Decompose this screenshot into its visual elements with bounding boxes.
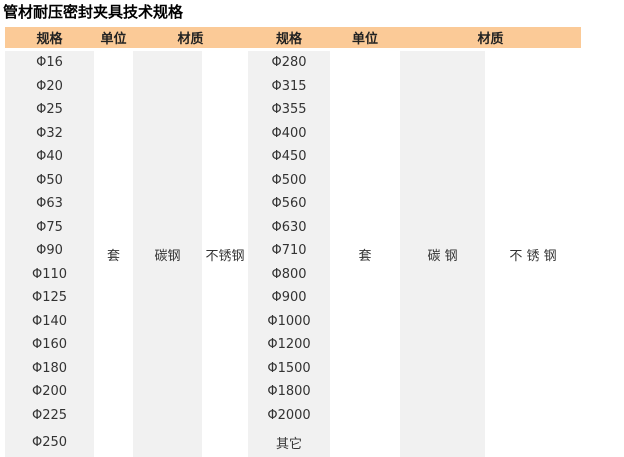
- table-row: Φ40 Φ450: [5, 145, 581, 169]
- header-unit-right: 单位: [330, 27, 401, 51]
- table-row: Φ140 Φ1000: [5, 310, 581, 334]
- table-row: Φ50 Φ500: [5, 169, 581, 193]
- spec-cell: Φ630: [271, 219, 307, 235]
- table-row: Φ90 Φ710: [5, 239, 581, 263]
- page-title: 管材耐压密封夹具技术规格: [3, 3, 184, 21]
- spec-cell: Φ63: [36, 196, 63, 212]
- spec-cell: Φ140: [31, 313, 68, 329]
- material-carbon-cell-left: 碳钢: [154, 248, 181, 264]
- spec-cell: Φ1500: [267, 360, 311, 376]
- spec-cell: Φ1800: [267, 384, 311, 400]
- table-row: Φ200 Φ1800: [5, 380, 581, 404]
- table-row: Φ250 其它: [5, 427, 581, 457]
- spec-cell: Φ90: [36, 243, 63, 259]
- unit-cell-left: 套: [106, 248, 120, 264]
- material-stainless-cell-left: 不锈钢: [205, 248, 245, 264]
- spec-cell: Φ200: [31, 384, 68, 400]
- spec-cell: Φ450: [271, 149, 307, 165]
- spec-cell: Φ1000: [267, 313, 311, 329]
- table-row: Φ160 Φ1200: [5, 333, 581, 357]
- spec-cell: Φ225: [31, 407, 68, 423]
- table-row: Φ16 套 碳钢 不锈钢 Φ280 套 碳 钢 不 锈 钢: [5, 51, 581, 263]
- spec-cell: Φ355: [271, 102, 307, 118]
- spec-cell: Φ250: [31, 434, 68, 450]
- header-spec-left: 规格: [5, 27, 94, 51]
- table-row: Φ75 Φ630: [5, 216, 581, 240]
- header-unit-left: 单位: [94, 27, 133, 51]
- spec-cell: Φ400: [271, 125, 307, 141]
- header-material-right: 材质: [400, 27, 582, 51]
- spec-cell: Φ710: [271, 243, 307, 259]
- spec-cell: Φ20: [36, 78, 63, 94]
- spec-cell: Φ110: [31, 266, 68, 282]
- table-row: Φ20 Φ315: [5, 75, 581, 99]
- spec-cell: Φ900: [271, 290, 307, 306]
- unit-cell-right: 套: [358, 248, 372, 264]
- spec-cell: Φ180: [31, 360, 68, 376]
- table-row: Φ32 Φ400: [5, 122, 581, 146]
- spec-cell: Φ40: [36, 149, 63, 165]
- spec-cell: Φ800: [271, 266, 307, 282]
- spec-cell: Φ25: [36, 102, 63, 118]
- table-row: Φ225 Φ2000: [5, 404, 581, 428]
- table-row: Φ125 Φ900: [5, 286, 581, 310]
- table-row: Φ25 Φ355: [5, 98, 581, 122]
- spec-cell: 其它: [276, 436, 303, 452]
- spec-table: 规格 单位 材质 规格 单位 材质 Φ16 套 碳钢 不锈钢 Φ280 套 碳 …: [5, 27, 582, 457]
- spec-cell: Φ280: [271, 55, 307, 71]
- header-spec-right: 规格: [248, 27, 331, 51]
- spec-cell: Φ160: [31, 337, 68, 353]
- spec-cell: Φ50: [36, 172, 63, 188]
- spec-cell: Φ315: [271, 78, 307, 94]
- spec-cell: Φ75: [36, 219, 63, 235]
- spec-cell: Φ1200: [267, 337, 311, 353]
- table-row: Φ180 Φ1500: [5, 357, 581, 381]
- material-stainless-cell-right: 不 锈 钢: [509, 248, 557, 264]
- spec-cell: Φ500: [271, 172, 307, 188]
- table-row: Φ110 Φ800: [5, 263, 581, 287]
- spec-cell: Φ32: [36, 125, 63, 141]
- table-row: Φ63 Φ560: [5, 192, 581, 216]
- material-carbon-cell-right: 碳 钢: [427, 248, 458, 264]
- spec-cell: Φ16: [36, 55, 63, 71]
- header-material-left: 材质: [133, 27, 249, 51]
- spec-cell: Φ2000: [267, 407, 311, 423]
- spec-cell: Φ125: [31, 290, 68, 306]
- table-header-row: 规格 单位 材质 规格 单位 材质: [5, 27, 582, 51]
- spec-cell: Φ560: [271, 196, 307, 212]
